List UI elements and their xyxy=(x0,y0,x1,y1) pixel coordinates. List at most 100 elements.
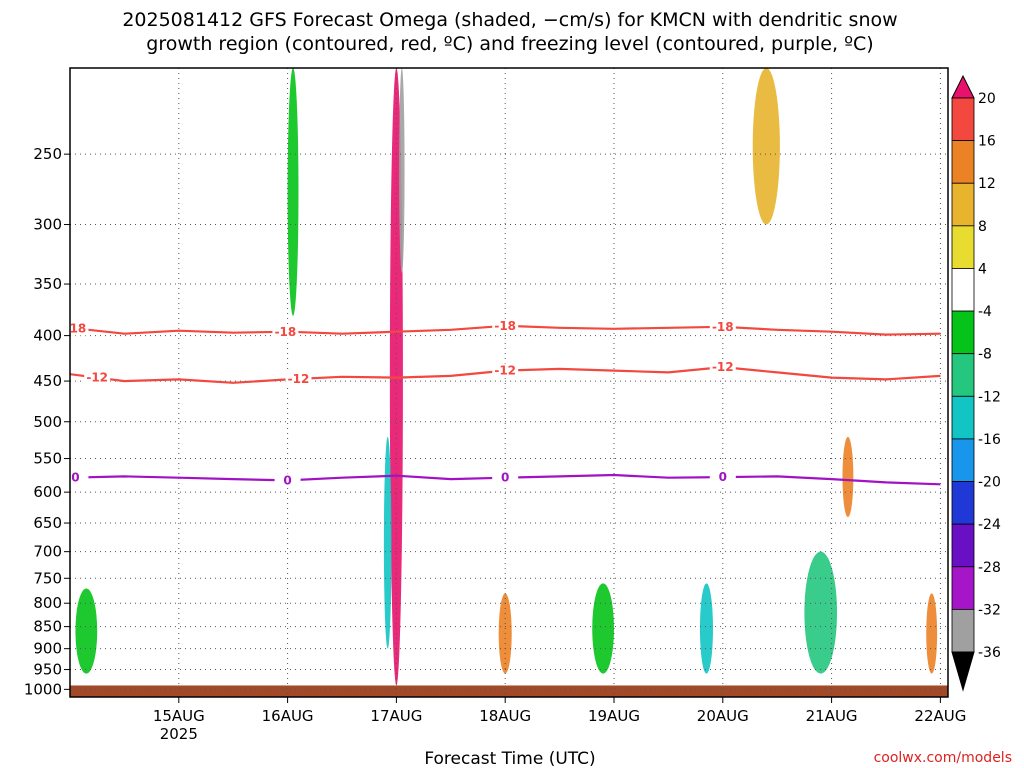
contour-label-bg-1-3 xyxy=(709,360,736,375)
colorbar-box-9 xyxy=(951,481,975,525)
colorbar-label-6: -8 xyxy=(978,347,992,363)
y-tick-label-600: 600 xyxy=(33,483,62,501)
plot-area: -18 -18 -18 -18 -12 -12 -12 -12 0 0 0 0 xyxy=(65,67,949,698)
colorbar-box-4 xyxy=(951,268,975,312)
contour-label-2-2: 0 xyxy=(501,471,509,485)
shaded-feature-6 xyxy=(699,583,713,674)
shaded-feature-9 xyxy=(287,68,299,316)
shaded-feature-8 xyxy=(842,436,854,518)
shaded-feature-1 xyxy=(399,68,405,273)
colorbar-label-4: 4 xyxy=(978,261,987,277)
contour-label-0-0: -18 xyxy=(65,321,87,335)
colorbar-box-11 xyxy=(951,566,975,610)
colorbar-label-1: 16 xyxy=(978,134,996,150)
y-axis: 250 300 350 400 450 500 550 600 650 700 750 800 850 9… xyxy=(24,145,70,698)
contour-label-bg-2-2 xyxy=(492,470,519,485)
plot-inner: -18 -18 -18 -18 -12 -12 -12 -12 0 0 0 0 xyxy=(65,68,948,697)
colorbar-box-0 xyxy=(951,97,975,142)
contour-label-bg-2-0 xyxy=(70,470,89,485)
x-tick-label-4: 19AUG xyxy=(588,707,640,725)
colorbar-bottom-arrow xyxy=(951,651,975,692)
shaded-feature-7 xyxy=(804,551,838,674)
y-tick-label-850: 850 xyxy=(33,618,62,636)
shaded-feature-11 xyxy=(926,593,938,674)
plot-frame xyxy=(69,67,949,698)
contour-label-bg-1-1 xyxy=(285,371,312,386)
x-tick-label-7: 22AUG xyxy=(914,707,966,725)
contour-label-bg-0-1 xyxy=(272,324,299,339)
colorbar-label-13: -36 xyxy=(978,645,1001,661)
y-tick-label-800: 800 xyxy=(33,594,62,612)
y-tick-label-350: 350 xyxy=(33,275,62,293)
colorbar-box-7 xyxy=(951,395,975,440)
colorbar-box-2 xyxy=(951,182,975,227)
x-tick-label-2: 17AUG xyxy=(370,707,422,725)
chart-title-line-1: 2025081412 GFS Forecast Omega (shaded, −… xyxy=(122,9,897,31)
contour-label-1-2: -12 xyxy=(494,364,516,378)
colorbar-label-3: 8 xyxy=(978,219,987,235)
contour-label-bg-0-2 xyxy=(492,318,519,333)
credit-text: coolwx.com/models xyxy=(874,750,1012,766)
y-tick-label-300: 300 xyxy=(33,216,62,234)
colorbar-label-0: 20 xyxy=(978,91,996,107)
x-tick-label-6: 21AUG xyxy=(806,707,858,725)
x-tick-label-1: 16AUG xyxy=(262,707,314,725)
y-tick-label-1000: 1000 xyxy=(24,680,62,698)
contour-label-0-2: -18 xyxy=(494,319,516,333)
shaded-feature-10 xyxy=(752,68,780,225)
y-tick-label-550: 550 xyxy=(33,450,62,468)
y-tick-label-650: 650 xyxy=(33,514,62,532)
y-tick-label-450: 450 xyxy=(33,372,62,390)
colorbar-top-arrow xyxy=(951,74,975,99)
contour-label-2-1: 0 xyxy=(283,473,291,487)
colorbar-box-3 xyxy=(951,225,975,269)
colorbar-label-7: -12 xyxy=(978,389,1001,405)
y-tick-label-250: 250 xyxy=(33,145,62,163)
y-tick-label-750: 750 xyxy=(33,569,62,587)
x-tick-sublabel-0: 2025 xyxy=(160,725,198,743)
contour-label-1-1: -12 xyxy=(288,372,310,386)
colorbar-box-6 xyxy=(951,353,975,397)
colorbar-box-5 xyxy=(951,310,975,355)
colorbar-label-9: -20 xyxy=(978,475,1001,491)
colorbar-label-11: -28 xyxy=(978,560,1001,576)
colorbar-box-10 xyxy=(951,523,975,568)
colorbar-box-8 xyxy=(951,438,975,482)
x-tick-label-5: 20AUG xyxy=(697,707,749,725)
shaded-feature-2 xyxy=(383,436,392,649)
contour-label-bg-0-0 xyxy=(70,321,89,336)
ground-fill xyxy=(70,685,948,697)
y-tick-label-950: 950 xyxy=(33,661,62,679)
y-tick-label-500: 500 xyxy=(33,413,62,431)
colorbar-box-1 xyxy=(951,140,975,184)
contour-label-2-3: 0 xyxy=(719,470,727,484)
colorbar-label-12: -32 xyxy=(978,602,1001,618)
contour-label-bg-2-3 xyxy=(709,470,736,485)
shaded-feature-3 xyxy=(75,588,98,674)
colorbar-label-10: -24 xyxy=(978,517,1001,533)
shaded-feature-5 xyxy=(592,583,614,674)
contour-label-1-3: -12 xyxy=(712,360,734,374)
contour-label-bg-0-3 xyxy=(709,319,736,334)
contour-label-0-1: -18 xyxy=(275,325,297,339)
colorbar-label-5: -4 xyxy=(978,304,992,320)
chart-title-line-2: growth region (contoured, red, ºC) and f… xyxy=(146,33,873,55)
contour-label-bg-1-2 xyxy=(492,363,519,378)
colorbar-label-8: -16 xyxy=(978,432,1001,448)
colorbar-label-2: 12 xyxy=(978,176,996,192)
x-axis-title: Forecast Time (UTC) xyxy=(424,749,595,768)
colorbar-box-12 xyxy=(951,608,975,653)
contour-label-2-0: 0 xyxy=(71,471,79,485)
x-tick-label-0: 15AUG xyxy=(153,707,205,725)
colorbar: 20 16 12 8 4 -4 -8 -12 -16 -20 -24 -28 -32 -36 xyxy=(951,74,1001,692)
y-tick-label-700: 700 xyxy=(33,543,62,561)
y-tick-label-400: 400 xyxy=(33,327,62,345)
x-tick-label-3: 18AUG xyxy=(479,707,531,725)
contour-label-1-0: -12 xyxy=(86,371,108,385)
y-tick-label-900: 900 xyxy=(33,640,62,658)
contour-label-bg-1-0 xyxy=(84,370,111,385)
contour-label-bg-2-1 xyxy=(274,473,301,488)
contour-label-0-3: -18 xyxy=(712,320,734,334)
